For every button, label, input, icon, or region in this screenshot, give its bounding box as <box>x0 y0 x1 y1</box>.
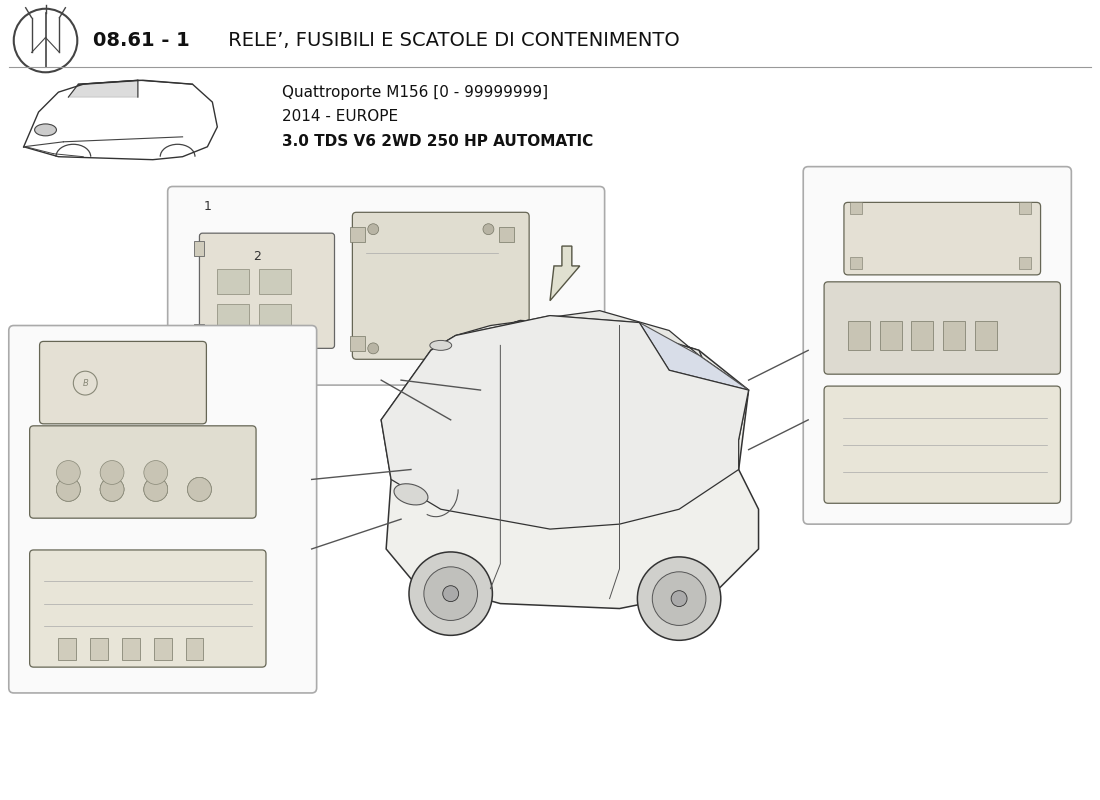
Circle shape <box>144 478 167 502</box>
Text: RELE’, FUSIBILI E SCATOLE DI CONTENIMENTO: RELE’, FUSIBILI E SCATOLE DI CONTENIMENT… <box>222 31 680 50</box>
Text: 2: 2 <box>253 250 261 262</box>
Bar <box>1019 257 1031 269</box>
Circle shape <box>56 478 80 502</box>
Polygon shape <box>639 322 749 390</box>
Circle shape <box>637 557 720 640</box>
Circle shape <box>409 552 493 635</box>
Bar <box>186 638 204 660</box>
Bar <box>1019 202 1031 214</box>
FancyBboxPatch shape <box>199 233 334 348</box>
Bar <box>212 330 311 342</box>
Circle shape <box>56 461 80 485</box>
Circle shape <box>144 461 167 485</box>
FancyBboxPatch shape <box>30 550 266 667</box>
FancyBboxPatch shape <box>824 282 1060 374</box>
Bar <box>195 323 205 338</box>
Circle shape <box>187 478 211 502</box>
Text: B: B <box>82 378 88 388</box>
Ellipse shape <box>430 341 452 350</box>
Circle shape <box>56 478 80 502</box>
Ellipse shape <box>394 484 428 505</box>
Bar <box>218 269 249 294</box>
Bar <box>154 638 172 660</box>
Circle shape <box>367 343 378 354</box>
Circle shape <box>367 224 378 234</box>
Bar <box>848 321 870 350</box>
Bar <box>258 304 290 329</box>
Bar <box>912 321 933 350</box>
Polygon shape <box>382 315 749 529</box>
Circle shape <box>144 478 167 502</box>
Bar <box>850 257 861 269</box>
Bar <box>499 337 515 351</box>
Text: Quattroporte M156 [0 - 99999999]: Quattroporte M156 [0 - 99999999] <box>282 85 548 100</box>
Text: 3.0 TDS V6 2WD 250 HP AUTOMATIC: 3.0 TDS V6 2WD 250 HP AUTOMATIC <box>282 134 593 150</box>
Bar <box>944 321 965 350</box>
Circle shape <box>144 478 167 502</box>
Bar <box>122 638 140 660</box>
FancyBboxPatch shape <box>9 326 317 693</box>
FancyBboxPatch shape <box>824 386 1060 503</box>
FancyBboxPatch shape <box>352 212 529 359</box>
Bar <box>880 321 902 350</box>
Text: 1: 1 <box>204 200 211 213</box>
Bar <box>90 638 108 660</box>
Circle shape <box>483 224 494 234</box>
Bar <box>351 337 365 351</box>
Circle shape <box>100 478 124 502</box>
Circle shape <box>424 567 477 621</box>
Bar <box>218 304 249 329</box>
Circle shape <box>100 461 124 485</box>
Circle shape <box>187 478 211 502</box>
Polygon shape <box>382 321 759 609</box>
Text: 08.61 - 1: 08.61 - 1 <box>94 31 190 50</box>
FancyBboxPatch shape <box>167 186 605 385</box>
FancyBboxPatch shape <box>803 166 1071 524</box>
Circle shape <box>56 478 80 502</box>
Bar <box>975 321 997 350</box>
Circle shape <box>442 586 459 602</box>
Circle shape <box>100 478 124 502</box>
Bar <box>195 241 205 256</box>
Circle shape <box>483 343 494 354</box>
Polygon shape <box>431 310 749 440</box>
FancyBboxPatch shape <box>40 342 207 424</box>
Circle shape <box>187 478 211 502</box>
Circle shape <box>652 572 706 626</box>
Bar <box>258 269 290 294</box>
Text: 2014 - EUROPE: 2014 - EUROPE <box>282 110 398 125</box>
Bar <box>58 638 76 660</box>
Bar <box>499 227 515 242</box>
Circle shape <box>671 590 688 606</box>
Polygon shape <box>431 315 639 358</box>
FancyBboxPatch shape <box>844 202 1041 275</box>
Polygon shape <box>68 80 138 97</box>
Bar <box>351 227 365 242</box>
Polygon shape <box>550 246 580 301</box>
Circle shape <box>100 478 124 502</box>
FancyBboxPatch shape <box>30 426 256 518</box>
Ellipse shape <box>34 124 56 136</box>
Bar <box>850 202 861 214</box>
